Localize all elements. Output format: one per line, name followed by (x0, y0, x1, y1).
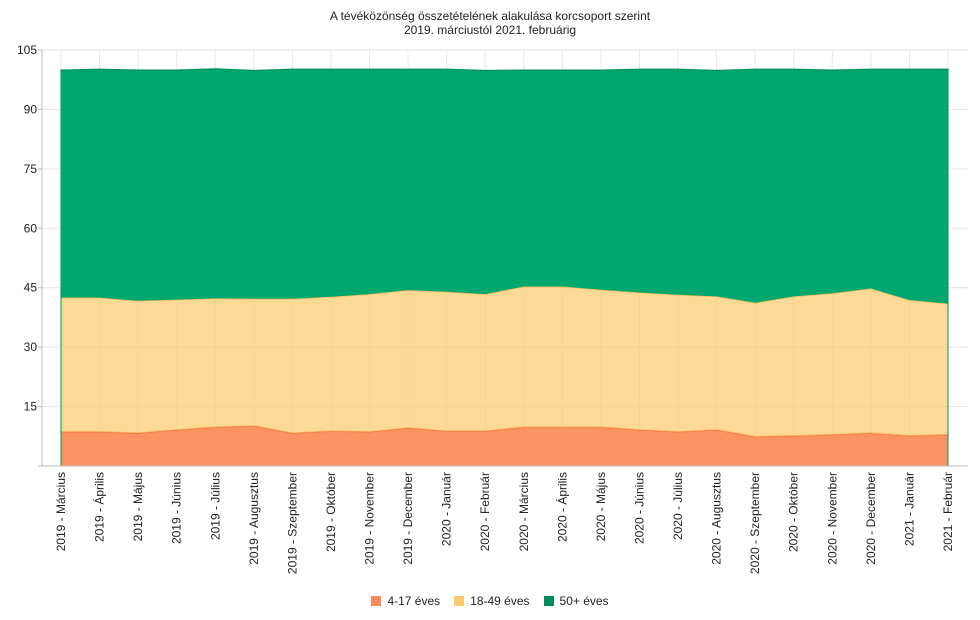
legend-item[interactable]: 4-17 éves (371, 594, 440, 608)
legend-item[interactable]: 50+ éves (543, 594, 609, 608)
legend: 4-17 éves 18-49 éves 50+ éves (0, 594, 980, 609)
x-tick-label: 2019 - Augusztus (247, 472, 261, 565)
data-point (137, 69, 139, 72)
x-tick-labels: 2019 - Március 2019 - Április 2019 - Május… (54, 472, 955, 574)
x-tick-label: 2020 - Május (594, 472, 608, 541)
data-point (754, 68, 756, 71)
x-tick-label: 2020 - Március (517, 472, 531, 551)
legend-item[interactable]: 18-49 éves (454, 594, 530, 608)
x-tick-label: 2020 - Augusztus (710, 472, 724, 565)
x-tick-label: 2020 - Január (440, 472, 454, 546)
x-tick-label: 2019 - Május (131, 472, 145, 541)
x-tick-label: 2021 - Február (941, 472, 955, 551)
y-tick-label: 30 (24, 340, 38, 354)
series-area-2 (61, 286, 948, 437)
legend-label: 50+ éves (559, 594, 609, 608)
series-area-3 (61, 69, 948, 304)
x-tick-label: 2019 - December (401, 472, 415, 565)
data-point (330, 68, 332, 71)
data-point (407, 68, 409, 71)
x-tick-label: 2019 - Szeptember (285, 472, 299, 574)
x-tick-label: 2019 - Március (54, 472, 68, 551)
y-tick-label: 45 (24, 281, 38, 295)
axes (38, 49, 968, 467)
data-point (253, 69, 255, 72)
x-tick-label: 2019 - Július (208, 472, 222, 540)
x-tick-label: 2020 - Szeptember (748, 472, 762, 574)
areas (60, 68, 949, 466)
data-point (291, 68, 294, 71)
data-point (908, 68, 911, 71)
x-tick-label: 2019 - Október (324, 472, 338, 552)
x-tick-label: 2021 - Január (902, 472, 916, 546)
x-tick-label: 2020 - Június (632, 472, 646, 544)
data-point (677, 68, 679, 71)
data-point (600, 69, 602, 72)
x-tick-label: 2019 - November (363, 472, 377, 565)
y-tick-labels: 15 30 45 60 75 90 105 (17, 43, 37, 414)
y-tick-label: 75 (24, 162, 38, 176)
data-point (445, 68, 448, 71)
data-point (484, 69, 487, 72)
x-tick-label: 2020 - Február (478, 472, 492, 551)
y-tick-label: 105 (17, 43, 37, 57)
data-point (98, 68, 101, 71)
chart-title: A tévéközönség összetételének alakulása … (329, 9, 651, 23)
legend-label: 4-17 éves (387, 594, 441, 608)
data-point (368, 68, 371, 71)
data-point (792, 68, 795, 71)
data-point (214, 68, 217, 70)
x-tick-label: 2020 - Október (787, 472, 801, 552)
legend-swatch (371, 596, 382, 606)
data-point (715, 69, 718, 72)
x-tick-label: 2020 - Április (554, 472, 569, 542)
x-tick-label: 2020 - November (825, 472, 839, 565)
y-tick-label: 15 (24, 400, 38, 414)
legend-swatch (543, 596, 554, 606)
data-point (638, 68, 641, 71)
data-point (831, 69, 834, 72)
x-tick-label: 2020 - December (864, 472, 878, 565)
series-line-3 (60, 68, 948, 72)
data-point (175, 69, 178, 72)
legend-swatch (454, 596, 465, 606)
x-tick-label: 2020 - Július (671, 472, 685, 540)
data-point (561, 69, 564, 72)
data-point (870, 68, 872, 71)
x-tick-label: 2019 - Június (170, 472, 184, 544)
y-tick-label: 60 (24, 221, 38, 235)
chart-title-block: A tévéközönség összetételének alakulása … (0, 9, 980, 37)
chart-subtitle: 2019. márciustól 2021. februárig (403, 23, 577, 37)
legend-label: 18-49 éves (470, 594, 530, 608)
x-tick-label: 2019 - Április (92, 472, 107, 542)
series-area-1 (61, 426, 948, 466)
y-tick-label: 90 (24, 102, 38, 116)
data-point (522, 69, 525, 72)
